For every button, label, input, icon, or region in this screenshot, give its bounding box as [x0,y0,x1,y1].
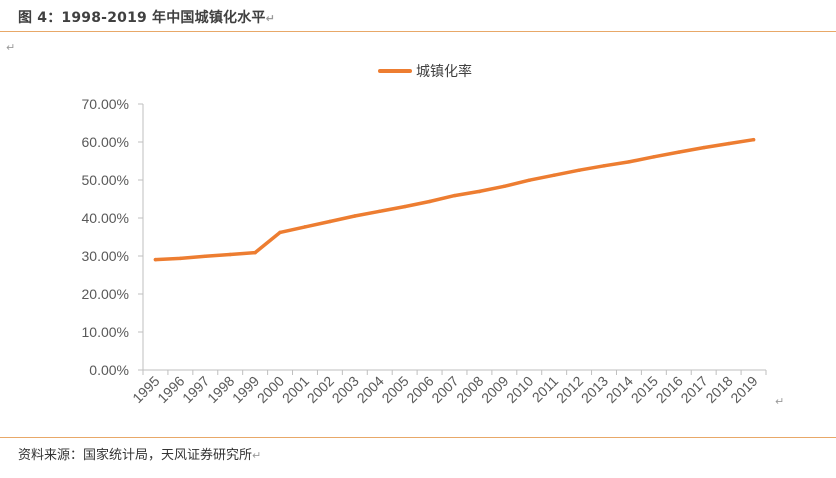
data-point [427,199,432,204]
paragraph-mark: ↵ [6,41,16,54]
x-tick-label: 1998 [204,373,237,406]
x-tick-label: 2015 [628,373,661,406]
figure-title: 图 4：1998-2019 年中国城镇化水平↵ [18,10,276,26]
data-point [552,173,556,177]
x-tick-label: 2002 [304,373,337,406]
line-chart: 城镇化率 0.00% 10.00% 20.00% 30.00% 40.00% 50.00%… [82,63,767,406]
data-point [353,214,357,218]
x-tick-label: 2008 [453,373,486,406]
data-point [602,164,606,168]
data-point [153,257,158,262]
y-tick-label: 20.00% [82,286,129,302]
x-tick-label: 2004 [354,373,387,406]
x-tick-label: 2013 [578,373,611,406]
chart-legend: 城镇化率 [378,63,472,80]
data-point [627,160,631,164]
source-note: 资料来源：国家统计局，天风证券研究所↵ [18,448,262,463]
paragraph-mark: ↵ [265,12,276,25]
data-point [652,155,656,159]
source-divider [0,437,836,438]
x-tick-label: 2018 [702,373,735,406]
data-point [178,256,183,261]
data-point [577,168,581,172]
data-point [303,225,307,229]
y-tick-label: 0.00% [89,362,129,378]
data-point [726,141,731,146]
data-point [527,178,532,182]
x-tick-label: 2001 [279,373,312,406]
x-axis: 1995199619971998199920002001200220032004… [129,369,767,406]
data-point [452,193,457,198]
x-tick-label: 2005 [378,373,411,406]
data-point [228,252,232,257]
y-tick-label: 50.00% [82,172,129,188]
y-tick-label: 40.00% [82,210,129,226]
x-tick-label: 2010 [503,373,536,406]
y-tick-label: 70.00% [82,96,129,112]
x-tick-label: 2006 [403,373,436,406]
plot-area [153,137,756,262]
x-tick-label: 1997 [179,373,212,406]
data-point [701,145,706,150]
x-tick-label: 2017 [677,373,710,406]
title-divider [0,31,836,32]
x-tick-label: 2016 [653,373,686,406]
y-tick-label: 10.00% [82,324,129,340]
y-axis: 0.00% 10.00% 20.00% 30.00% 40.00% 50.00% 60.00… [82,96,144,378]
data-point [677,150,681,154]
y-tick-label: 60.00% [82,134,129,150]
data-point [477,189,482,194]
data-point [502,184,507,189]
x-tick-label: 2007 [428,373,461,406]
series-line-urbanization-rate [153,137,756,262]
x-tick-label: 2014 [603,373,636,406]
y-tick-label: 30.00% [82,248,129,264]
data-point [253,250,257,255]
data-point [377,209,382,214]
x-tick-label: 1996 [154,373,187,406]
data-point [203,254,208,259]
x-tick-label: 1999 [229,373,262,406]
paragraph-mark: ↵ [775,395,785,408]
x-tick-label: 1995 [129,373,162,406]
x-tick-label: 2019 [727,373,760,406]
paragraph-mark: ↵ [252,449,262,462]
x-tick-label: 2012 [553,373,586,406]
data-point [402,204,407,209]
x-tick-label: 2000 [254,373,287,406]
x-tick-label: 2011 [529,373,562,406]
data-point [328,219,332,224]
x-tick-label: 2003 [329,373,362,406]
legend-label: 城镇化率 [416,63,472,80]
x-tick-label: 2009 [478,373,511,406]
data-point [751,137,756,142]
data-point [278,230,282,235]
